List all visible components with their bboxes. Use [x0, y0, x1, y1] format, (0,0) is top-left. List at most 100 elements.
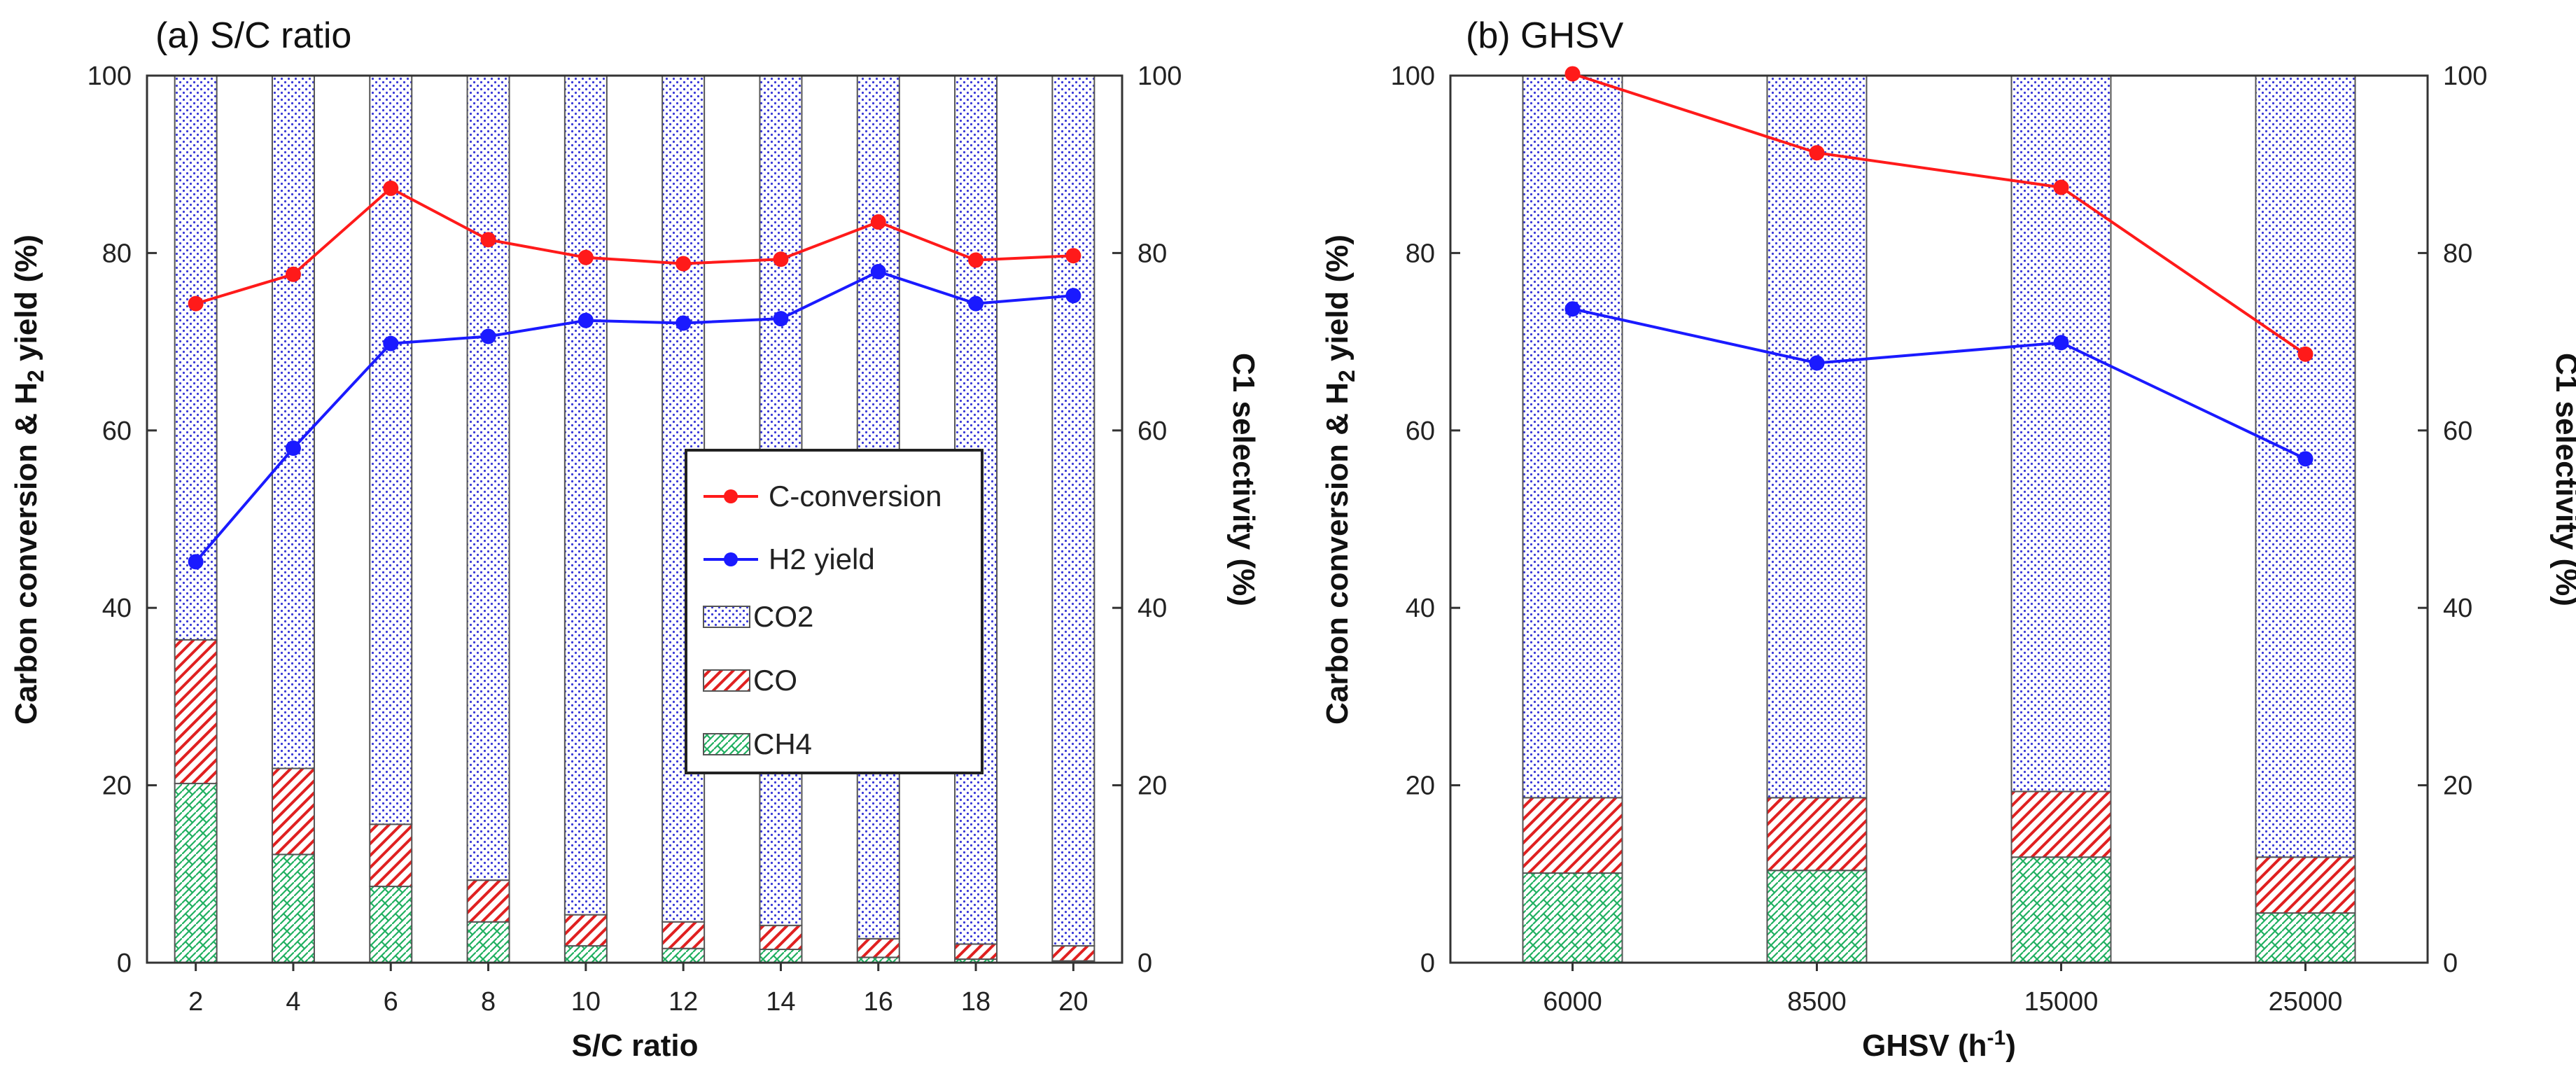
panel-a-point-h2-yield-20	[1065, 288, 1082, 304]
panel-a-x-tick-label: 20	[1058, 987, 1088, 1017]
panel-b-plot-frame	[1449, 74, 2429, 964]
panel-a-x-tick-label: 4	[286, 987, 300, 1017]
panel-b-bar-co-25000	[2255, 856, 2356, 914]
panel-a-point-h2-yield-8	[480, 328, 496, 344]
panel-a-series-line-c-conversion	[195, 186, 1074, 305]
panel-a-point-c-conversion-20	[1065, 248, 1082, 264]
panel-b-bar-co-6000	[1522, 797, 1623, 874]
panel-a-bar-co-10	[564, 914, 608, 947]
panel-b-x-tick-label: 6000	[1543, 987, 1602, 1017]
legend-entry-c-conversion: C-conversion	[704, 480, 941, 512]
panel-b-series-line-c-conversion	[1572, 72, 2306, 356]
panel-a-right-axis-title: C1 selectivity (%)	[1226, 353, 1261, 606]
panel-a-right-tick-label: 80	[1138, 239, 1167, 268]
panel-a-left-tick-label: 40	[102, 594, 132, 623]
legend-label-co: CO	[753, 664, 797, 697]
panel-b-bar-co2-6000	[1522, 75, 1623, 799]
panel-a-point-h2-yield-10	[578, 312, 594, 328]
legend-label-co2: CO2	[753, 600, 813, 633]
panel-a-point-c-conversion-16	[870, 214, 886, 230]
panel-a-left-axis-title: Carbon conversion & H2 yield (%)	[9, 235, 48, 725]
panel-a-x-tick-label: 8	[481, 987, 496, 1017]
panel-a-right-tick-label: 100	[1138, 62, 1182, 91]
panel-a-point-c-conversion-8	[480, 232, 496, 248]
panel-a-left-tick-label: 0	[117, 949, 132, 978]
panel-b-left-tick-label: 100	[1391, 62, 1435, 91]
panel-b-point-c-conversion-15000	[2053, 179, 2069, 195]
panel-b-point-h2-yield-8500	[1809, 355, 1825, 371]
legend-swatch-co	[703, 669, 750, 692]
panel-a-x-tick-label: 16	[864, 987, 893, 1017]
panel-a-right-tick-label: 20	[1138, 772, 1167, 801]
legend-swatch-ch4	[703, 733, 750, 755]
panel-a-bar-co2-4	[271, 75, 315, 769]
panel-ghsv: (b) GHSV 0 0 20 20 40 40 60 60 80 80 100 100 6000 850…	[1320, 15, 2576, 1063]
panel-a-bar-ch4-8	[466, 921, 510, 964]
legend-entry-co: CO	[703, 664, 797, 697]
panel-a-x-tick-label: 12	[668, 987, 698, 1017]
panel-a-plot-area: 0 0 20 20 40 40 60 60 80 80 100 100 2 4 6 8 10 12 14 16 18 20	[88, 62, 1182, 1017]
legend: C-conversion H2 yield CO2 CO CH4	[685, 449, 983, 774]
panel-b-left-axis-title: Carbon conversion & H2 yield (%)	[1320, 235, 1359, 725]
panel-b-right-tick-label: 20	[2443, 772, 2472, 801]
panel-a-point-h2-yield-2	[188, 554, 204, 570]
panel-b-bar-co2-8500	[1766, 75, 1868, 799]
panel-a-series-line-h2-yield	[195, 270, 1074, 563]
panel-b-left-tick-label: 20	[1406, 772, 1435, 801]
panel-b-x-tick-label: 25000	[2269, 987, 2343, 1017]
panel-b-left-tick-label: 80	[1406, 239, 1435, 268]
panel-a-left-tick-label: 80	[102, 239, 132, 268]
panel-b-point-c-conversion-6000	[1564, 66, 1581, 82]
panel-b-left-tick-label: 60	[1406, 417, 1435, 446]
panel-b-series-line-h2-yield	[1572, 307, 2306, 461]
panel-a-point-c-conversion-18	[968, 252, 984, 268]
legend-label-c-conversion: C-conversion	[769, 480, 941, 512]
panel-a-x-axis-title: S/C ratio	[572, 1028, 699, 1063]
panel-a-x-tick-label: 6	[384, 987, 398, 1017]
panel-a-bar-co-2	[174, 639, 218, 785]
panel-b-point-h2-yield-6000	[1564, 301, 1581, 317]
panel-b-bar-ch4-15000	[2010, 856, 2112, 964]
panel-a-right-tick-label: 0	[1138, 949, 1152, 978]
panel-a-right-tick-label: 40	[1138, 594, 1167, 623]
legend-entry-co2: CO2	[703, 600, 813, 633]
panel-a-title: (a) S/C ratio	[155, 15, 351, 56]
panel-a-x-tick-label: 2	[188, 987, 203, 1017]
panel-a-point-h2-yield-12	[676, 315, 692, 331]
panel-a-bar-co2-10	[564, 75, 608, 916]
panel-a-point-h2-yield-6	[383, 335, 399, 351]
panel-a-bar-co-8	[466, 879, 510, 923]
panel-b-plot-area: 0 0 20 20 40 40 60 60 80 80 100 100 6000 8500 15000 250…	[1391, 62, 2488, 1017]
panel-b-point-h2-yield-25000	[2297, 451, 2314, 467]
panel-b-left-tick-label: 0	[1420, 949, 1435, 978]
panel-a-point-c-conversion-4	[285, 266, 301, 282]
panel-b-bar-ch4-6000	[1522, 872, 1623, 963]
panel-a-bar-co-4	[271, 767, 315, 856]
panel-a-point-h2-yield-14	[773, 311, 789, 327]
panel-a-bar-co-12	[662, 921, 706, 949]
panel-a-bar-co-20	[1051, 944, 1096, 962]
panel-b-right-axis-title: C1 selectivity (%)	[2549, 353, 2576, 606]
panel-a-point-c-conversion-10	[578, 249, 594, 265]
panel-b-x-axis-title: GHSV (h-1)	[1862, 1026, 2016, 1063]
panel-b-bar-ch4-8500	[1766, 870, 1868, 964]
panel-a-bar-co-16	[856, 937, 900, 958]
panel-b-left-tick-label: 40	[1406, 594, 1435, 623]
panel-b-point-c-conversion-25000	[2297, 346, 2314, 362]
panel-a-bar-ch4-12	[662, 947, 706, 964]
legend-label-ch4: CH4	[753, 727, 812, 760]
panel-b-x-tick-label: 15000	[2024, 987, 2099, 1017]
panel-b-right-tick-label: 100	[2443, 62, 2487, 91]
legend-label-h2-yield: H2 yield	[769, 543, 875, 576]
panel-b-x-tick-label: 8500	[1787, 987, 1847, 1017]
panel-a-bar-ch4-6	[369, 886, 413, 963]
panel-b-bar-co-15000	[2010, 790, 2112, 858]
panel-a-x-tick-label: 10	[571, 987, 601, 1017]
panel-a-point-h2-yield-4	[285, 440, 301, 456]
panel-a-bar-co2-8	[466, 75, 510, 881]
panel-b-right-tick-label: 60	[2443, 417, 2472, 446]
panel-a-point-h2-yield-18	[968, 295, 984, 312]
panel-a-bar-ch4-2	[174, 783, 218, 964]
panel-b-right-tick-label: 40	[2443, 594, 2472, 623]
panel-a-left-tick-label: 100	[88, 62, 132, 91]
